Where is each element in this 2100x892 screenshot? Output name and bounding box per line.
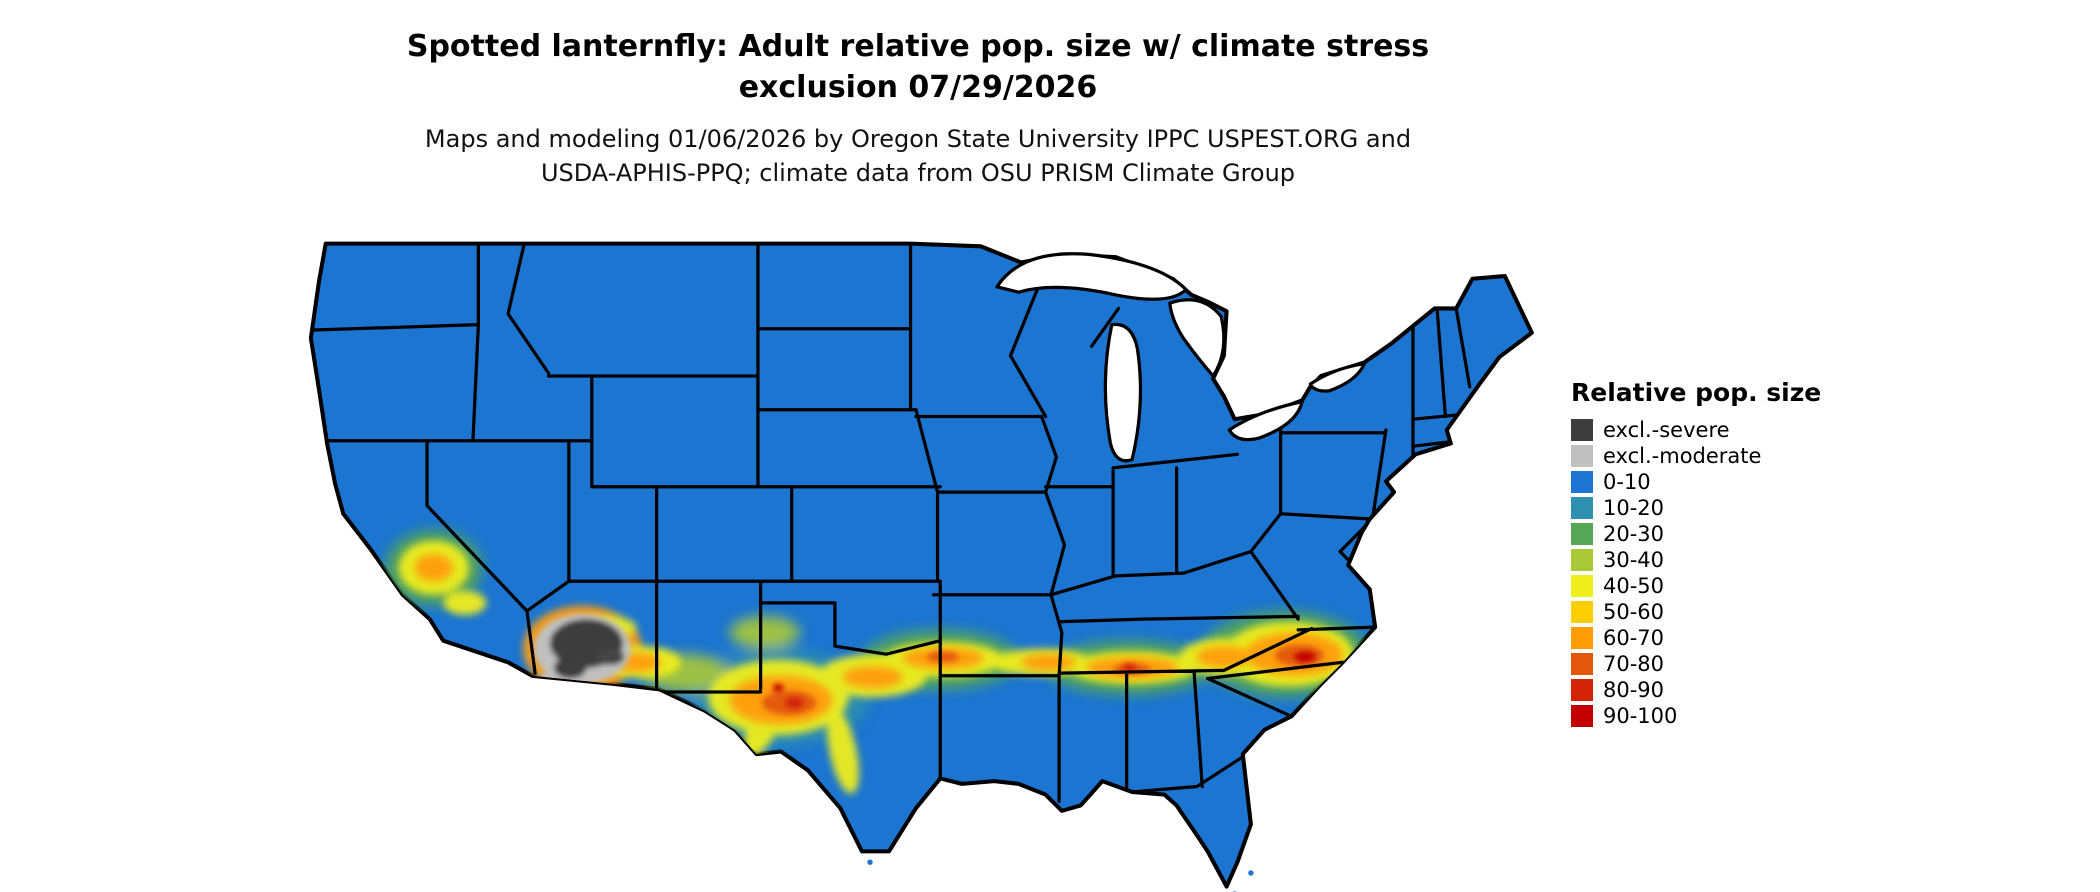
legend-item: 50-60 xyxy=(1571,599,1871,625)
legend-label: 10-20 xyxy=(1603,496,1665,520)
legend-item: excl.-moderate xyxy=(1571,443,1871,469)
page-title: Spotted lanternfly: Adult relative pop. … xyxy=(0,26,1836,108)
legend-label: 20-30 xyxy=(1603,522,1665,546)
lake-michigan xyxy=(1103,322,1143,463)
legend-swatch-30-40 xyxy=(1571,549,1593,571)
legend-swatch-90-100 xyxy=(1571,705,1593,727)
legend-label: 50-60 xyxy=(1603,600,1665,624)
legend-item: 20-30 xyxy=(1571,521,1871,547)
legend-label: 40-50 xyxy=(1603,574,1665,598)
us-map-svg xyxy=(300,222,1540,892)
lake-erie xyxy=(1227,400,1304,442)
legend-swatch-60-70 xyxy=(1571,627,1593,649)
offshore-speckles xyxy=(867,859,1254,892)
legend-swatch-excl-severe xyxy=(1571,419,1593,441)
legend-swatch-50-60 xyxy=(1571,601,1593,623)
legend-swatch-70-80 xyxy=(1571,653,1593,675)
page-subtitle: Maps and modeling 01/06/2026 by Oregon S… xyxy=(0,122,1836,190)
legend-item: 80-90 xyxy=(1571,677,1871,703)
legend-item: 40-50 xyxy=(1571,573,1871,599)
legend-label: 70-80 xyxy=(1603,652,1665,676)
lake-ontario xyxy=(1308,362,1366,393)
legend-item: 0-10 xyxy=(1571,469,1871,495)
state-borders xyxy=(311,243,1472,804)
legend-swatch-20-30 xyxy=(1571,523,1593,545)
legend-swatch-80-90 xyxy=(1571,679,1593,701)
legend: Relative pop. size excl.-severe excl.-mo… xyxy=(1571,378,1871,729)
title-line-2: exclusion 07/29/2026 xyxy=(738,70,1098,105)
legend-item: excl.-severe xyxy=(1571,417,1871,443)
lake-huron xyxy=(1168,298,1226,378)
legend-label: excl.-moderate xyxy=(1603,444,1762,468)
legend-item: 70-80 xyxy=(1571,651,1871,677)
legend-swatch-0-10 xyxy=(1571,471,1593,493)
us-choropleth-map xyxy=(300,222,1540,892)
legend-title: Relative pop. size xyxy=(1571,378,1822,407)
us-outline xyxy=(311,244,1532,887)
legend-item: 60-70 xyxy=(1571,625,1871,651)
legend-item: 10-20 xyxy=(1571,495,1871,521)
title-line-1: Spotted lanternfly: Adult relative pop. … xyxy=(406,29,1430,64)
legend-label: 30-40 xyxy=(1603,548,1665,572)
legend-label: 80-90 xyxy=(1603,678,1665,702)
legend-label: 90-100 xyxy=(1603,704,1678,728)
legend-swatch-excl-moderate xyxy=(1571,445,1593,467)
legend-swatch-40-50 xyxy=(1571,575,1593,597)
legend-swatch-10-20 xyxy=(1571,497,1593,519)
subtitle-line-2: USDA-APHIS-PPQ; climate data from OSU PR… xyxy=(540,159,1296,187)
great-lakes xyxy=(995,252,1366,463)
legend-item: 90-100 xyxy=(1571,703,1871,729)
legend-label: excl.-severe xyxy=(1603,418,1730,442)
legend-item: 30-40 xyxy=(1571,547,1871,573)
lake-superior xyxy=(995,252,1188,301)
legend-label: 0-10 xyxy=(1603,470,1651,494)
subtitle-line-1: Maps and modeling 01/06/2026 by Oregon S… xyxy=(424,125,1412,153)
legend-label: 60-70 xyxy=(1603,626,1665,650)
